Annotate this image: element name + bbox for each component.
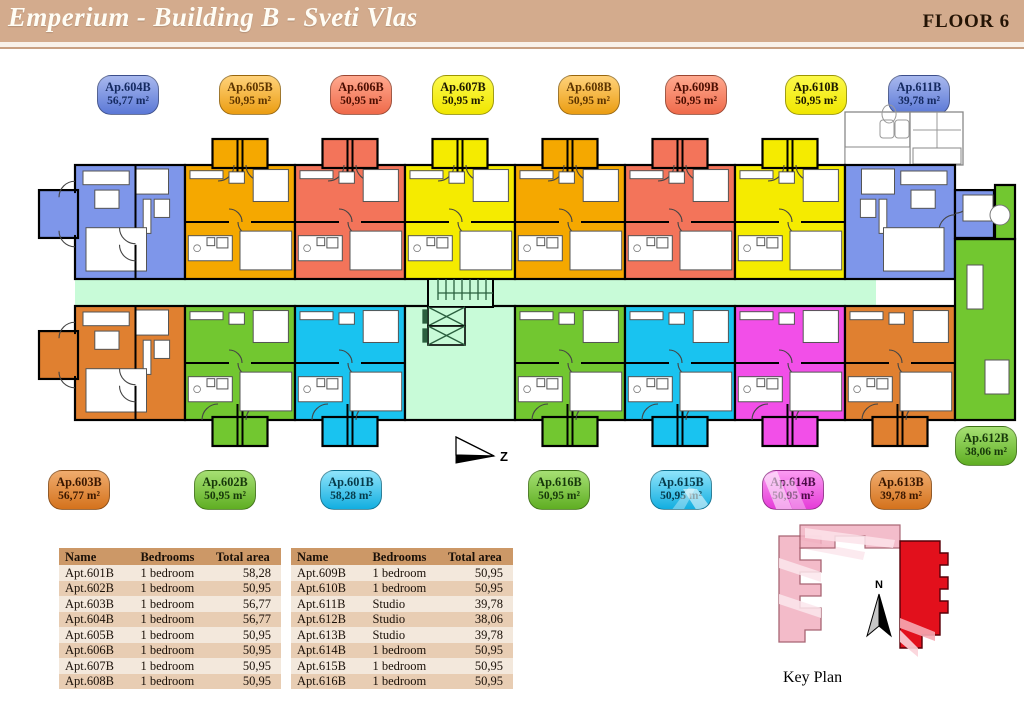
svg-text:Key Plan: Key Plan [783, 669, 842, 686]
svg-text:Z: Z [500, 449, 508, 464]
svg-text:N: N [875, 579, 883, 591]
